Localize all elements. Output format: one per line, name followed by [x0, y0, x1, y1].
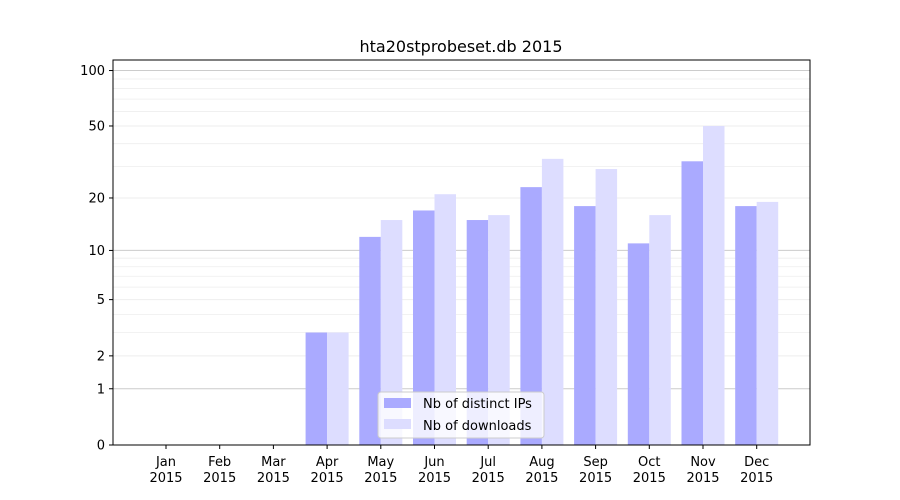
- legend-swatch-ips: [384, 398, 411, 408]
- bar-downloads: [595, 169, 618, 446]
- x-tick-label: 2015: [686, 471, 719, 486]
- x-tick-label: Apr: [316, 455, 339, 470]
- x-tick-label: 2015: [418, 471, 451, 486]
- bar-downloads: [756, 201, 779, 445]
- x-tick-label: Oct: [638, 455, 660, 470]
- x-tick-label: May: [367, 455, 394, 470]
- legend-label-downloads: Nb of downloads: [423, 419, 532, 434]
- bar-downloads: [703, 125, 725, 446]
- bar-distinct-ips: [520, 187, 542, 445]
- bar-distinct-ips: [305, 332, 328, 445]
- y-tick-label: 0: [97, 439, 105, 454]
- bar-distinct-ips: [681, 161, 703, 445]
- x-tick-label: Aug: [529, 455, 554, 470]
- x-tick-label: Mar: [261, 455, 286, 470]
- x-tick-label: 2015: [149, 471, 182, 486]
- legend: Nb of distinct IPs Nb of downloads: [377, 391, 545, 439]
- y-tick-label: 2: [97, 349, 105, 364]
- x-tick-label: 2015: [203, 471, 236, 486]
- plot-frame: [112, 59, 811, 446]
- bar-distinct-ips: [466, 220, 489, 445]
- bar-distinct-ips: [735, 206, 757, 445]
- x-tick-label: 2015: [472, 471, 505, 486]
- y-tick-label: 10: [88, 244, 105, 259]
- x-tick-label: 2015: [257, 471, 290, 486]
- x-tick-label: Nov: [690, 455, 716, 470]
- y-tick-label: 20: [88, 191, 105, 206]
- y-tick-label: 5: [97, 293, 105, 308]
- x-tick-label: 2015: [364, 471, 397, 486]
- bar-downloads: [380, 220, 403, 445]
- y-tick-label: 50: [88, 119, 105, 134]
- x-tick-label: 2015: [740, 471, 773, 486]
- legend-swatch-downloads: [384, 419, 411, 429]
- x-tick-label: 2015: [311, 471, 344, 486]
- x-tick-label: Jan: [155, 455, 176, 470]
- bar-downloads: [434, 194, 456, 445]
- bar-distinct-ips: [627, 243, 650, 445]
- y-tick-label: 1: [97, 382, 105, 397]
- x-tick-label: 2015: [633, 471, 666, 486]
- x-tick-label: 2015: [579, 471, 612, 486]
- x-tick-label: Feb: [208, 455, 231, 470]
- bar-distinct-ips: [359, 236, 381, 445]
- bar-distinct-ips: [413, 210, 435, 445]
- x-tick-label: Jul: [479, 455, 496, 470]
- legend-label-ips: Nb of distinct IPs: [423, 397, 532, 412]
- bar-distinct-ips: [574, 206, 596, 445]
- chart-title: hta20stprobeset.db 2015: [359, 37, 562, 56]
- x-tick-label: 2015: [525, 471, 558, 486]
- bar-downloads: [541, 158, 564, 445]
- x-tick-label: Jun: [423, 455, 444, 470]
- bar-downloads: [649, 215, 671, 445]
- x-tick-label: Dec: [744, 455, 769, 470]
- y-tick-label: 100: [80, 64, 105, 79]
- x-tick-label: Sep: [583, 455, 608, 470]
- bar-downloads: [327, 332, 349, 445]
- bar-downloads: [488, 215, 510, 445]
